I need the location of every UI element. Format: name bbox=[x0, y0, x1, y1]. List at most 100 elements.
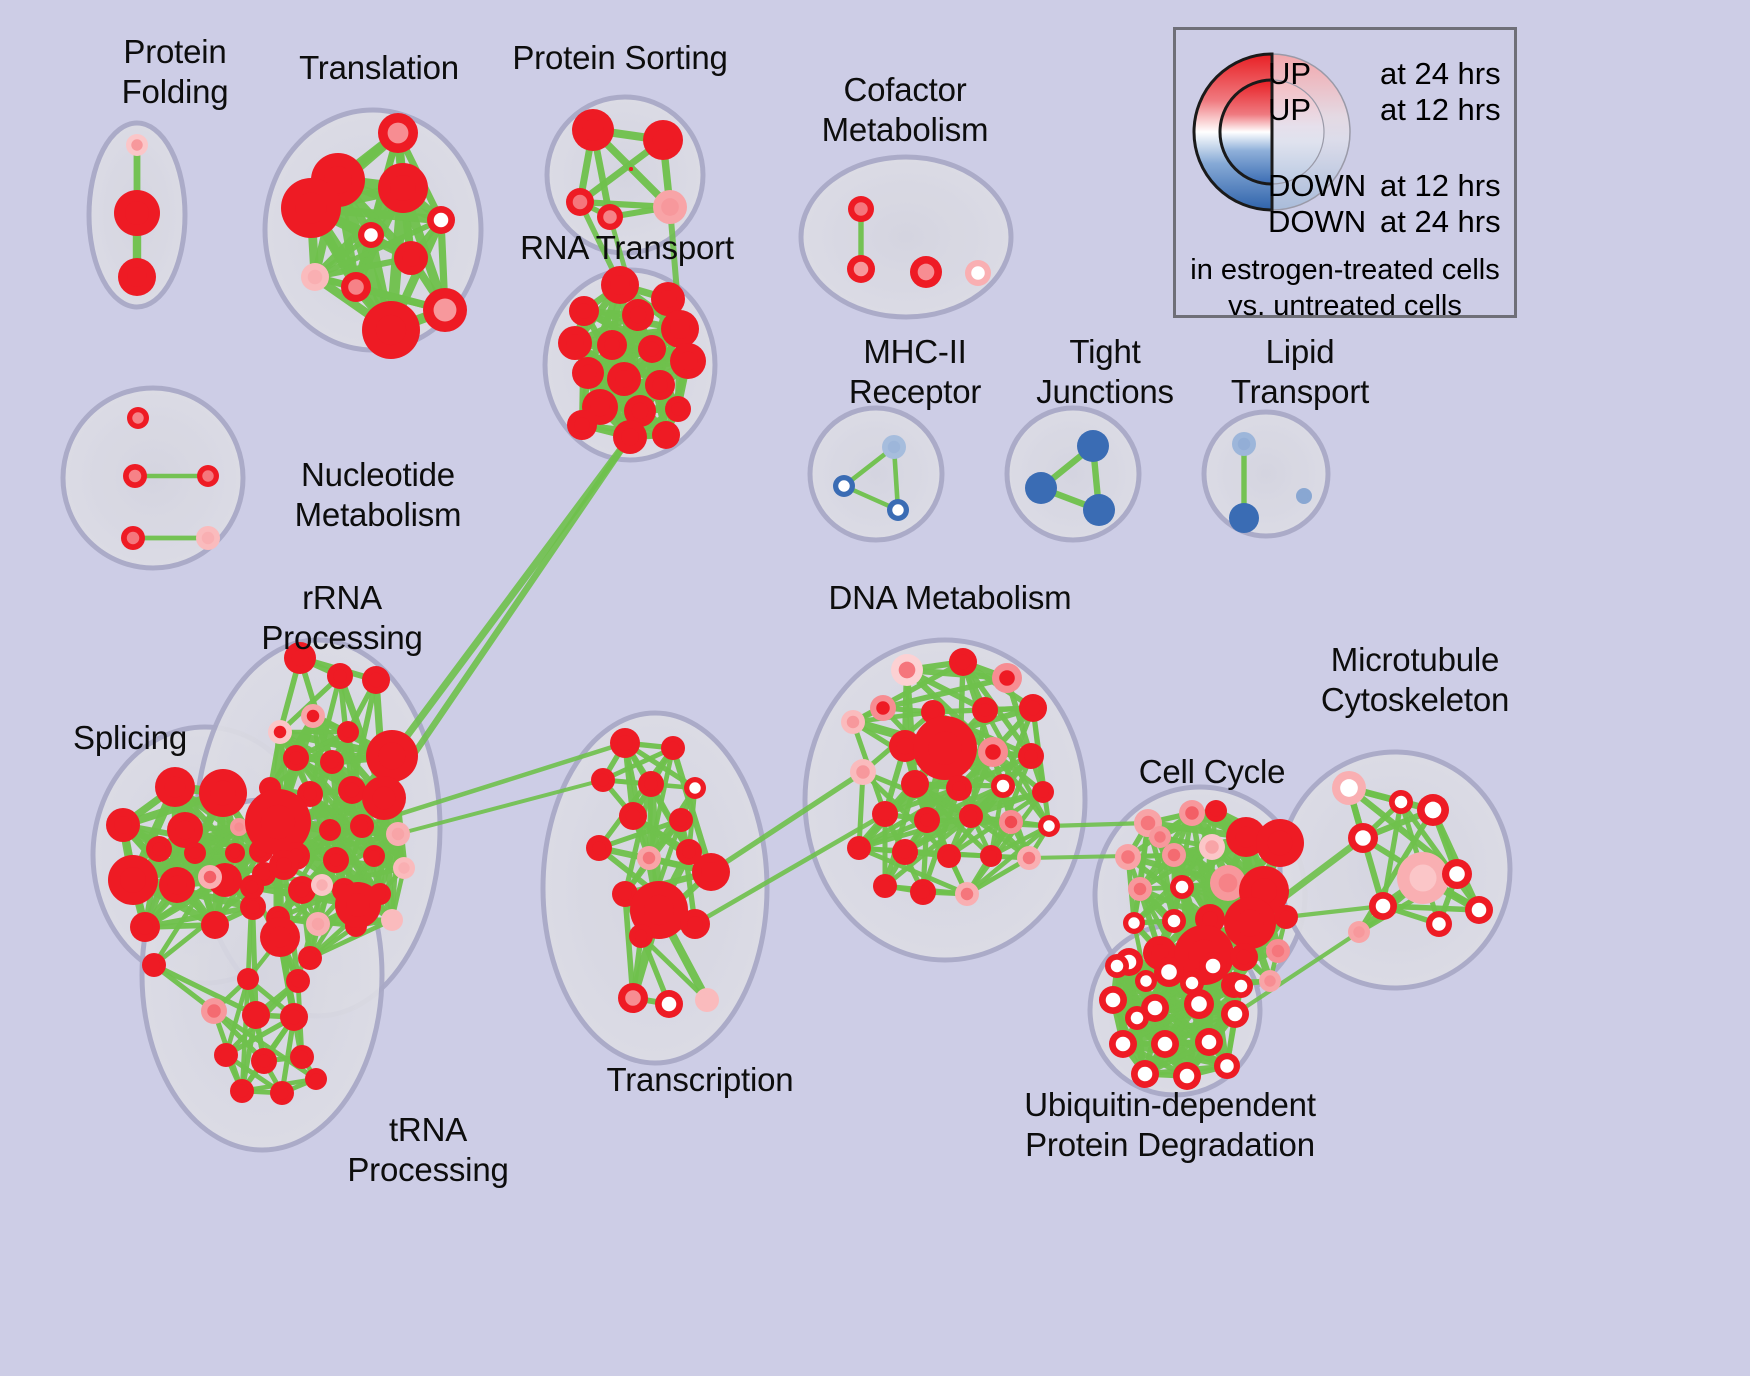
network-node[interactable] bbox=[1256, 819, 1304, 867]
network-node[interactable] bbox=[978, 737, 1008, 767]
network-node[interactable] bbox=[358, 222, 384, 248]
cluster-region-lipid-transport[interactable] bbox=[1201, 409, 1331, 539]
network-node[interactable] bbox=[290, 1045, 314, 1069]
network-node[interactable] bbox=[123, 464, 147, 488]
network-node[interactable] bbox=[629, 924, 653, 948]
network-node[interactable] bbox=[1332, 771, 1366, 805]
network-node[interactable] bbox=[1017, 846, 1041, 870]
network-node[interactable] bbox=[1230, 943, 1258, 971]
network-node[interactable] bbox=[569, 296, 599, 326]
network-node[interactable] bbox=[607, 362, 641, 396]
network-node[interactable] bbox=[320, 750, 344, 774]
network-node[interactable] bbox=[1259, 970, 1281, 992]
network-node[interactable] bbox=[999, 810, 1023, 834]
network-node[interactable] bbox=[1173, 1062, 1201, 1090]
network-node[interactable] bbox=[297, 781, 323, 807]
network-node[interactable] bbox=[1465, 896, 1493, 924]
network-node[interactable] bbox=[1229, 974, 1253, 998]
network-node[interactable] bbox=[155, 767, 195, 807]
network-node[interactable] bbox=[386, 822, 410, 846]
network-node[interactable] bbox=[1135, 970, 1157, 992]
network-node[interactable] bbox=[1180, 971, 1204, 995]
network-node[interactable] bbox=[610, 728, 640, 758]
network-node[interactable] bbox=[567, 410, 597, 440]
network-node[interactable] bbox=[269, 850, 299, 880]
network-node[interactable] bbox=[965, 260, 991, 286]
network-node[interactable] bbox=[680, 909, 710, 939]
network-node[interactable] bbox=[184, 842, 206, 864]
network-node[interactable] bbox=[362, 776, 406, 820]
network-node[interactable] bbox=[901, 770, 929, 798]
network-node[interactable] bbox=[366, 730, 418, 782]
network-node[interactable] bbox=[301, 263, 329, 291]
network-node[interactable] bbox=[651, 282, 685, 316]
network-node[interactable] bbox=[655, 990, 683, 1018]
network-node[interactable] bbox=[1184, 989, 1214, 1019]
network-node[interactable] bbox=[624, 395, 656, 427]
network-node[interactable] bbox=[653, 190, 687, 224]
network-node[interactable] bbox=[240, 894, 266, 920]
network-node[interactable] bbox=[1266, 939, 1290, 963]
network-node[interactable] bbox=[1162, 909, 1186, 933]
network-node[interactable] bbox=[1018, 743, 1044, 769]
network-node[interactable] bbox=[423, 288, 467, 332]
network-node[interactable] bbox=[1125, 1006, 1149, 1030]
network-node[interactable] bbox=[106, 808, 140, 842]
network-node[interactable] bbox=[1131, 1060, 1159, 1088]
network-node[interactable] bbox=[1105, 954, 1129, 978]
network-node[interactable] bbox=[1025, 472, 1057, 504]
network-node[interactable] bbox=[910, 256, 942, 288]
network-node[interactable] bbox=[652, 421, 680, 449]
network-node[interactable] bbox=[311, 874, 333, 896]
network-node[interactable] bbox=[848, 196, 874, 222]
network-node[interactable] bbox=[240, 875, 264, 899]
network-node[interactable] bbox=[1077, 430, 1109, 462]
network-node[interactable] bbox=[1195, 1028, 1223, 1056]
network-node[interactable] bbox=[872, 801, 898, 827]
network-node[interactable] bbox=[1397, 852, 1449, 904]
network-node[interactable] bbox=[1442, 859, 1472, 889]
network-node[interactable] bbox=[1083, 494, 1115, 526]
network-node[interactable] bbox=[167, 812, 203, 848]
network-node[interactable] bbox=[692, 853, 730, 891]
network-node[interactable] bbox=[237, 968, 259, 990]
network-node[interactable] bbox=[676, 839, 702, 865]
network-node[interactable] bbox=[1214, 1053, 1240, 1079]
network-node[interactable] bbox=[341, 272, 371, 302]
network-node[interactable] bbox=[338, 776, 366, 804]
network-node[interactable] bbox=[887, 499, 909, 521]
network-node[interactable] bbox=[286, 969, 310, 993]
network-node[interactable] bbox=[281, 178, 341, 238]
network-node[interactable] bbox=[572, 109, 614, 151]
network-node[interactable] bbox=[288, 876, 316, 904]
network-node[interactable] bbox=[319, 819, 341, 841]
network-node[interactable] bbox=[230, 1079, 254, 1103]
network-node[interactable] bbox=[305, 1068, 327, 1090]
network-node[interactable] bbox=[114, 190, 160, 236]
network-node[interactable] bbox=[1149, 826, 1171, 848]
network-node[interactable] bbox=[972, 697, 998, 723]
network-node[interactable] bbox=[572, 357, 604, 389]
network-node[interactable] bbox=[280, 1003, 308, 1031]
network-node[interactable] bbox=[1348, 921, 1370, 943]
network-node[interactable] bbox=[850, 759, 876, 785]
network-node[interactable] bbox=[833, 475, 855, 497]
network-node[interactable] bbox=[586, 835, 612, 861]
network-node[interactable] bbox=[1224, 897, 1276, 949]
cluster-region-cofactor-metabolism[interactable] bbox=[798, 154, 1014, 320]
network-node[interactable] bbox=[378, 163, 428, 213]
network-node[interactable] bbox=[638, 335, 666, 363]
network-node[interactable] bbox=[643, 120, 683, 160]
network-node[interactable] bbox=[980, 845, 1002, 867]
network-node[interactable] bbox=[394, 241, 428, 275]
network-node[interactable] bbox=[959, 804, 983, 828]
network-node[interactable] bbox=[363, 845, 385, 867]
network-node[interactable] bbox=[669, 808, 693, 832]
network-node[interactable] bbox=[298, 946, 322, 970]
network-node[interactable] bbox=[130, 912, 160, 942]
network-node[interactable] bbox=[991, 774, 1015, 798]
network-node[interactable] bbox=[268, 720, 292, 744]
cluster-region-mhc-ii-receptor[interactable] bbox=[807, 405, 945, 543]
network-node[interactable] bbox=[618, 983, 648, 1013]
network-node[interactable] bbox=[629, 167, 633, 171]
